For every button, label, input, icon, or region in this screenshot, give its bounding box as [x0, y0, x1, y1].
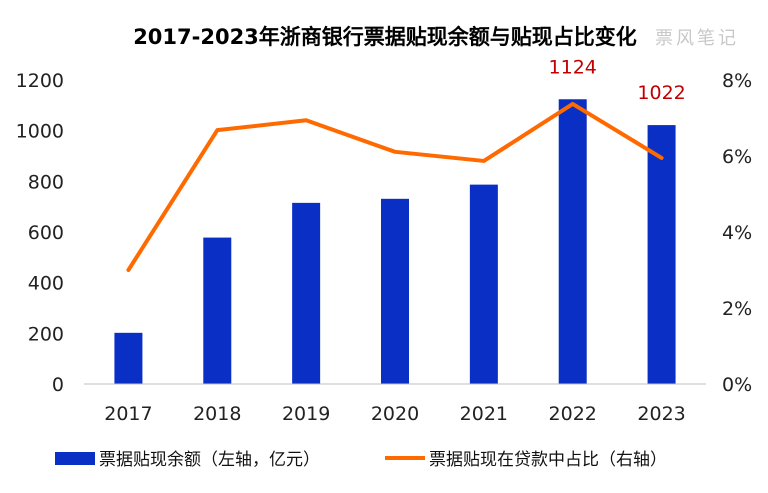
right-axis: 0% 2% 4% 6% 8% — [722, 70, 752, 396]
x-tick-label: 2023 — [637, 403, 685, 425]
bar — [647, 125, 676, 385]
x-tick-label: 2019 — [282, 403, 330, 425]
left-tick-label: 1200 — [16, 70, 64, 92]
bar — [558, 99, 587, 385]
legend: 票据贴现余额（左轴，亿元） 票据贴现在贷款中占比（右轴） — [55, 450, 667, 470]
right-tick-label: 0% — [722, 374, 752, 396]
bar-data-label: 1124 — [549, 56, 597, 78]
legend-bar-swatch — [55, 452, 95, 465]
left-tick-label: 1000 — [16, 121, 64, 143]
legend-line-label: 票据贴现在贷款中占比（右轴） — [429, 450, 667, 470]
bar-series — [114, 99, 676, 385]
bar — [381, 198, 409, 384]
right-tick-label: 6% — [722, 146, 752, 168]
x-tick-label: 2018 — [193, 403, 241, 425]
watermark: 票风笔记 — [655, 28, 739, 49]
bar — [292, 202, 321, 384]
right-tick-label: 8% — [722, 70, 752, 92]
x-tick-label: 2020 — [371, 403, 419, 425]
bar-data-label: 1022 — [637, 82, 685, 104]
x-tick-label: 2021 — [460, 403, 508, 425]
bar — [114, 332, 143, 384]
legend-bar-label: 票据贴现余额（左轴，亿元） — [99, 450, 320, 470]
left-tick-label: 800 — [28, 171, 64, 193]
chart-title: 2017-2023年浙商银行票据贴现余额与贴现占比变化 — [133, 25, 637, 49]
x-axis: 2017 2018 2019 2020 2021 2022 2023 — [104, 403, 686, 425]
right-tick-label: 2% — [722, 298, 752, 320]
data-labels: 1124 1022 — [549, 56, 686, 104]
left-tick-label: 0 — [52, 374, 64, 396]
x-tick-label: 2022 — [549, 403, 597, 425]
ratio-line — [126, 101, 664, 272]
bar — [203, 237, 232, 384]
bar — [469, 184, 498, 384]
left-tick-label: 400 — [28, 273, 64, 295]
left-axis: 0 200 400 600 800 1000 1200 — [16, 70, 64, 396]
x-tick-label: 2017 — [104, 403, 152, 425]
right-tick-label: 4% — [722, 222, 752, 244]
left-tick-label: 200 — [28, 323, 64, 345]
left-tick-label: 600 — [28, 222, 64, 244]
